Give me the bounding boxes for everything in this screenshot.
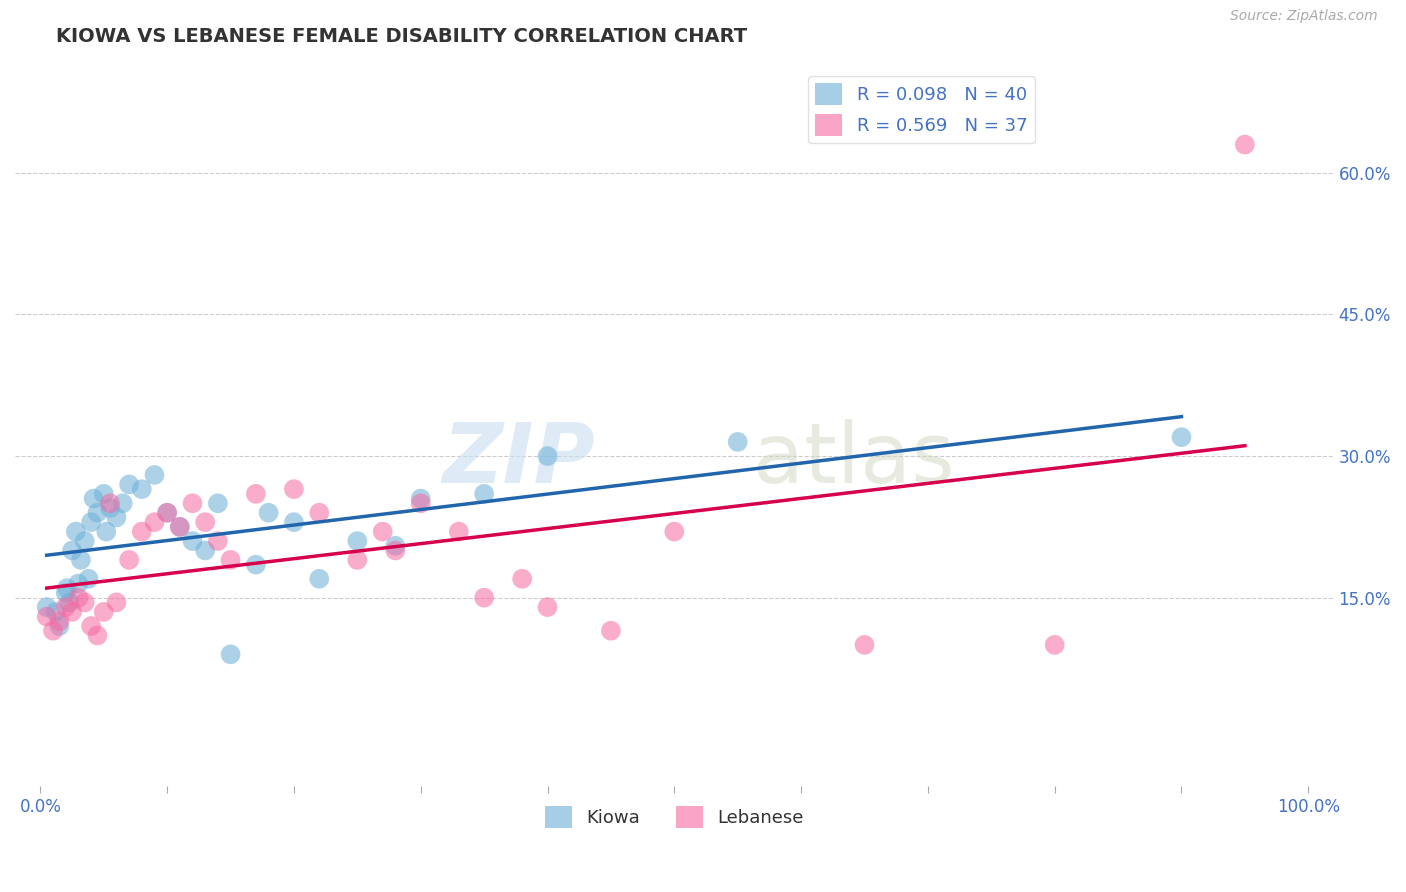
Point — [1170, 430, 1192, 444]
Point — [45, 605, 67, 619]
Point — [143, 515, 166, 529]
Point — [219, 553, 242, 567]
Point — [35, 609, 58, 624]
Point — [447, 524, 470, 539]
Point — [118, 477, 141, 491]
Point — [70, 553, 93, 567]
Point — [219, 648, 242, 662]
Point — [67, 591, 90, 605]
Point — [83, 491, 105, 506]
Point — [169, 520, 191, 534]
Point — [346, 553, 368, 567]
Point — [55, 586, 77, 600]
Point — [80, 619, 103, 633]
Point — [384, 543, 406, 558]
Point — [77, 572, 100, 586]
Point — [93, 605, 115, 619]
Text: ZIP: ZIP — [443, 419, 595, 500]
Point — [98, 496, 121, 510]
Point — [384, 539, 406, 553]
Point — [245, 558, 267, 572]
Point — [86, 506, 108, 520]
Point — [472, 591, 495, 605]
Point — [727, 434, 749, 449]
Point — [257, 506, 280, 520]
Point — [86, 628, 108, 642]
Point — [181, 496, 204, 510]
Point — [118, 553, 141, 567]
Point — [60, 543, 83, 558]
Point — [56, 581, 79, 595]
Point — [207, 496, 229, 510]
Text: KIOWA VS LEBANESE FEMALE DISABILITY CORRELATION CHART: KIOWA VS LEBANESE FEMALE DISABILITY CORR… — [56, 27, 748, 45]
Legend: Kiowa, Lebanese: Kiowa, Lebanese — [537, 799, 811, 836]
Point — [131, 524, 153, 539]
Point — [308, 506, 330, 520]
Point — [131, 482, 153, 496]
Point — [73, 595, 96, 609]
Point — [67, 576, 90, 591]
Point — [283, 482, 305, 496]
Point — [156, 506, 179, 520]
Point — [111, 496, 134, 510]
Point — [35, 600, 58, 615]
Point — [58, 595, 80, 609]
Point — [96, 524, 118, 539]
Point — [409, 496, 432, 510]
Point — [346, 534, 368, 549]
Point — [409, 491, 432, 506]
Text: Source: ZipAtlas.com: Source: ZipAtlas.com — [1230, 9, 1378, 23]
Point — [371, 524, 394, 539]
Point — [536, 449, 558, 463]
Point — [308, 572, 330, 586]
Point — [536, 600, 558, 615]
Point — [169, 520, 191, 534]
Point — [510, 572, 533, 586]
Point — [73, 534, 96, 549]
Point — [105, 510, 128, 524]
Point — [65, 524, 87, 539]
Point — [600, 624, 623, 638]
Point — [472, 487, 495, 501]
Point — [283, 515, 305, 529]
Point — [55, 600, 77, 615]
Point — [1043, 638, 1066, 652]
Point — [245, 487, 267, 501]
Point — [60, 605, 83, 619]
Point — [105, 595, 128, 609]
Point — [143, 467, 166, 482]
Point — [80, 515, 103, 529]
Point — [42, 624, 65, 638]
Text: atlas: atlas — [754, 419, 955, 500]
Point — [48, 615, 70, 629]
Point — [48, 619, 70, 633]
Point — [93, 487, 115, 501]
Point — [181, 534, 204, 549]
Point — [194, 543, 217, 558]
Point — [156, 506, 179, 520]
Point — [98, 501, 121, 516]
Point — [664, 524, 686, 539]
Point — [207, 534, 229, 549]
Point — [1233, 137, 1256, 152]
Point — [853, 638, 876, 652]
Point — [194, 515, 217, 529]
